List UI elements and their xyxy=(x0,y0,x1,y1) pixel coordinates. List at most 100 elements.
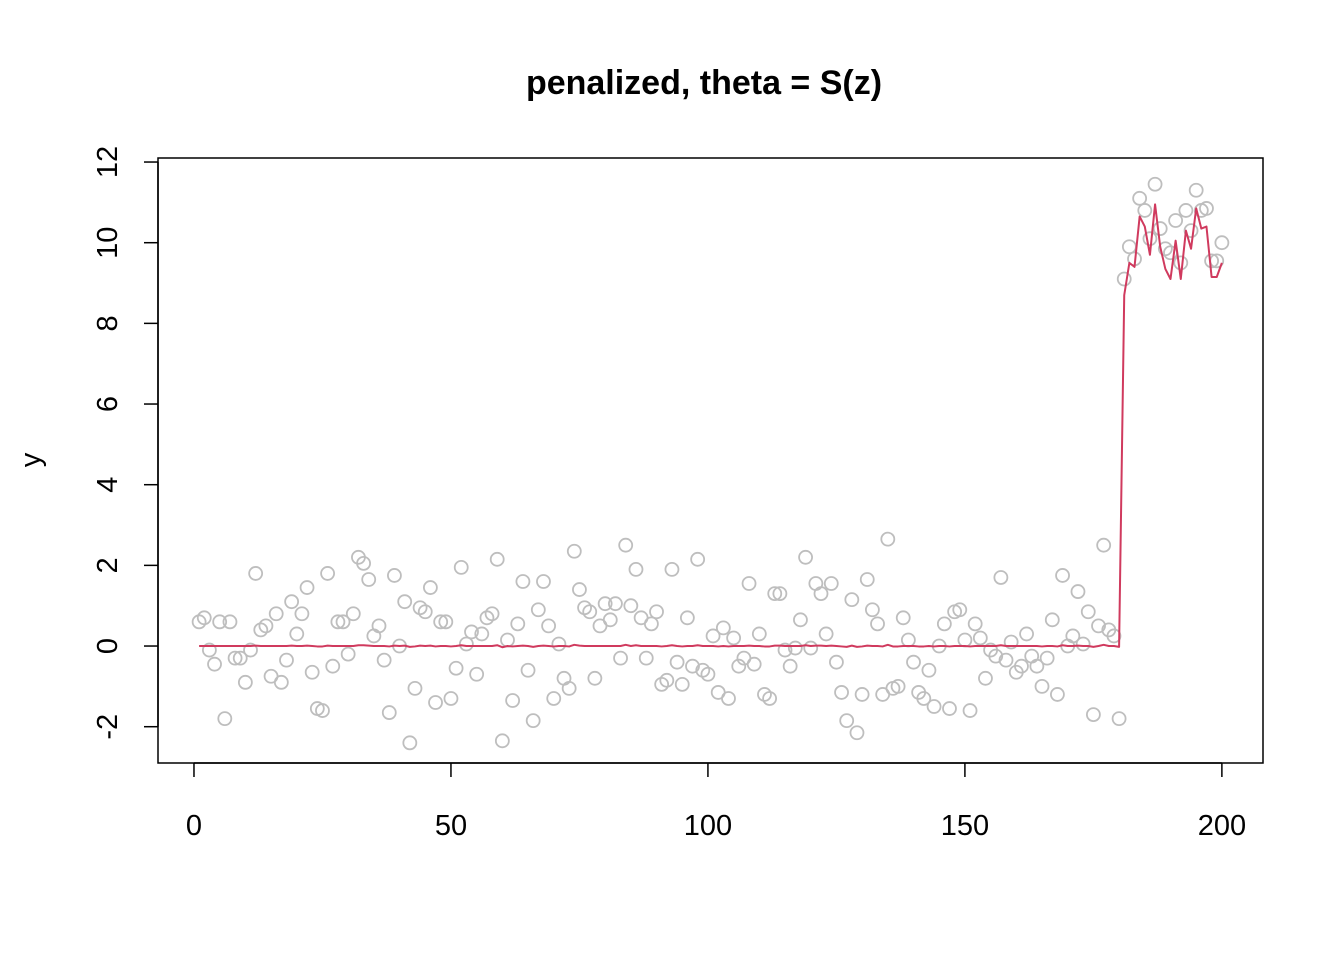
data-point xyxy=(315,703,330,718)
data-point xyxy=(849,725,865,741)
data-point xyxy=(787,640,803,656)
data-point xyxy=(464,624,479,640)
data-point xyxy=(1096,537,1112,553)
data-point xyxy=(813,586,829,601)
data-point xyxy=(1111,711,1127,727)
data-point xyxy=(613,650,628,666)
data-point xyxy=(474,626,490,642)
data-point xyxy=(227,650,243,666)
data-point xyxy=(895,610,911,626)
data-point xyxy=(217,711,233,727)
data-point xyxy=(700,666,716,682)
y-tick-label: 10 xyxy=(92,227,124,259)
data-point xyxy=(587,670,603,686)
data-point xyxy=(536,574,551,589)
data-point xyxy=(803,640,819,656)
data-point xyxy=(551,636,567,652)
data-point xyxy=(1188,182,1204,198)
data-point xyxy=(1055,568,1070,583)
data-point xyxy=(1085,707,1101,722)
data-point xyxy=(1116,271,1132,287)
data-point xyxy=(371,618,387,634)
data-point xyxy=(690,551,706,567)
data-point xyxy=(1080,604,1096,620)
data-point xyxy=(561,680,577,696)
data-point xyxy=(1024,648,1040,664)
data-point xyxy=(793,612,808,628)
data-point xyxy=(608,596,623,612)
data-point xyxy=(525,713,541,729)
data-point xyxy=(1070,584,1086,599)
data-point xyxy=(731,658,747,674)
data-point xyxy=(1178,203,1194,218)
data-point xyxy=(299,580,315,595)
data-point xyxy=(453,559,469,575)
data-point xyxy=(705,628,721,644)
data-point xyxy=(284,594,300,610)
data-point xyxy=(988,648,1004,664)
data-point xyxy=(566,543,582,559)
data-point xyxy=(387,568,402,583)
data-point xyxy=(582,604,598,620)
data-point xyxy=(1034,678,1050,694)
data-point xyxy=(638,650,654,666)
data-point xyxy=(900,632,916,648)
data-point xyxy=(237,674,253,690)
data-point xyxy=(880,531,896,547)
data-point xyxy=(685,658,700,674)
data-point xyxy=(484,606,500,622)
y-axis-label: y xyxy=(15,452,47,467)
data-point xyxy=(1044,612,1060,628)
data-point xyxy=(248,566,264,581)
data-point xyxy=(926,699,942,714)
data-point xyxy=(361,572,377,587)
data-point xyxy=(402,735,418,751)
fitted-line xyxy=(199,203,1223,649)
data-point xyxy=(798,549,813,565)
x-tick-label: 150 xyxy=(941,810,989,842)
data-point xyxy=(834,685,849,700)
data-point xyxy=(422,580,438,595)
data-point xyxy=(1173,255,1189,271)
data-point xyxy=(1132,190,1148,206)
data-point xyxy=(458,636,474,652)
data-point xyxy=(1014,658,1029,674)
data-point xyxy=(1106,628,1122,644)
data-point xyxy=(320,566,336,581)
data-point xyxy=(273,674,289,690)
data-point xyxy=(628,562,644,577)
x-tick-label: 200 xyxy=(1198,810,1246,842)
data-point xyxy=(936,616,952,632)
data-point xyxy=(649,604,664,620)
data-point xyxy=(1152,221,1168,236)
data-point xyxy=(1147,176,1163,192)
data-point xyxy=(1029,658,1045,674)
data-point xyxy=(808,576,824,591)
x-tick-label: 0 xyxy=(186,810,202,842)
data-point xyxy=(1065,628,1081,644)
data-point xyxy=(751,626,767,642)
data-point xyxy=(366,628,382,644)
data-point xyxy=(962,703,978,718)
data-point xyxy=(489,551,505,567)
data-point xyxy=(196,610,212,626)
data-point xyxy=(870,616,885,632)
data-point xyxy=(664,562,680,577)
data-point xyxy=(1019,626,1034,642)
data-point xyxy=(294,606,310,622)
data-point xyxy=(448,660,464,676)
data-point xyxy=(520,662,536,678)
data-point xyxy=(268,606,284,622)
data-point xyxy=(515,574,531,589)
data-point xyxy=(772,586,788,601)
data-point xyxy=(674,676,690,692)
data-point xyxy=(407,680,423,696)
x-tick-label: 100 xyxy=(684,810,732,842)
data-point xyxy=(1039,650,1055,666)
data-point xyxy=(741,576,757,591)
x-tick-label: 50 xyxy=(435,810,467,842)
data-point xyxy=(721,691,736,706)
chart-title: penalized, theta = S(z) xyxy=(526,64,882,102)
data-point xyxy=(494,733,510,749)
data-point xyxy=(643,616,659,632)
